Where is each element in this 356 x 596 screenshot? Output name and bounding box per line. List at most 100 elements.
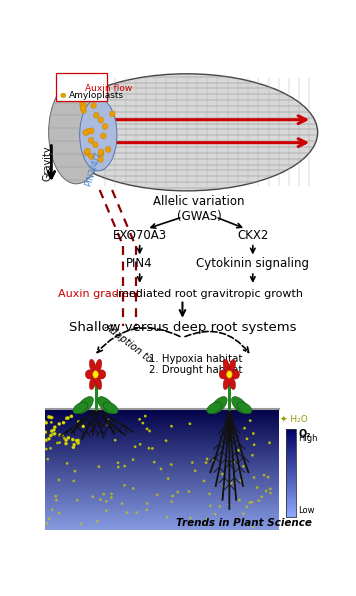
Bar [286,499,296,501]
Ellipse shape [47,437,51,440]
Ellipse shape [91,103,96,108]
Ellipse shape [74,470,77,473]
Ellipse shape [229,377,236,390]
Bar [44,431,279,433]
Ellipse shape [51,433,54,436]
Ellipse shape [52,429,56,432]
Bar [286,455,296,458]
Bar [44,501,279,504]
Ellipse shape [105,510,108,512]
Ellipse shape [260,495,263,498]
Bar [286,513,296,514]
Bar [44,487,279,489]
Ellipse shape [105,500,108,503]
Ellipse shape [206,517,209,520]
Bar [286,458,296,460]
Ellipse shape [94,112,99,118]
Ellipse shape [96,520,99,523]
Ellipse shape [89,128,94,134]
Ellipse shape [230,482,233,485]
Ellipse shape [167,477,169,480]
Bar [286,432,296,434]
Ellipse shape [98,149,104,155]
Bar [286,451,296,454]
Bar [44,438,279,440]
Bar [44,448,279,450]
Text: Adaption to: Adaption to [103,321,155,365]
Bar [44,462,279,465]
Ellipse shape [55,499,58,501]
Ellipse shape [89,153,94,159]
Ellipse shape [207,402,221,414]
Text: -mediated root gravitropic growth: -mediated root gravitropic growth [114,288,303,299]
Ellipse shape [56,442,59,445]
Ellipse shape [229,359,236,372]
Ellipse shape [72,446,75,449]
Ellipse shape [269,488,272,491]
Bar [286,480,296,482]
Bar [286,486,296,488]
Ellipse shape [98,156,103,162]
Ellipse shape [70,415,73,418]
Ellipse shape [237,449,240,452]
Bar [44,450,279,452]
Ellipse shape [77,396,93,414]
Bar [286,501,296,504]
Bar [286,467,296,468]
Ellipse shape [170,463,173,466]
Ellipse shape [132,458,135,461]
Ellipse shape [245,505,248,508]
Ellipse shape [221,473,224,476]
Bar [44,484,279,487]
Bar [44,519,279,521]
Ellipse shape [58,512,61,514]
Text: High: High [298,434,318,443]
Ellipse shape [148,430,151,432]
Bar [286,430,296,432]
Ellipse shape [65,417,68,420]
Ellipse shape [48,517,51,520]
Ellipse shape [63,437,66,440]
Bar [286,484,296,486]
Bar [286,473,296,475]
Ellipse shape [73,402,88,414]
Bar [44,482,279,484]
Ellipse shape [203,480,205,482]
Ellipse shape [253,476,255,479]
Ellipse shape [248,501,251,504]
Ellipse shape [95,359,102,372]
Text: Auxin flow: Auxin flow [85,83,132,92]
Ellipse shape [50,416,53,419]
Ellipse shape [249,419,252,422]
Ellipse shape [126,511,128,514]
Ellipse shape [46,522,48,525]
Ellipse shape [189,517,192,519]
Ellipse shape [50,421,53,424]
Ellipse shape [43,420,46,424]
Ellipse shape [98,370,106,379]
Bar [44,465,279,467]
Bar [286,438,296,440]
Ellipse shape [121,502,123,505]
Ellipse shape [251,454,254,457]
Ellipse shape [227,371,232,378]
Bar [286,491,296,493]
Ellipse shape [80,101,85,107]
Ellipse shape [123,465,126,467]
Bar [44,511,279,513]
Ellipse shape [146,427,148,430]
Ellipse shape [189,423,191,425]
Ellipse shape [166,516,168,519]
Ellipse shape [88,137,94,143]
Bar [286,497,296,499]
Ellipse shape [53,426,57,429]
Ellipse shape [176,491,179,493]
Ellipse shape [107,418,110,421]
Ellipse shape [71,438,74,441]
Bar [286,447,296,449]
Ellipse shape [114,439,116,442]
Ellipse shape [134,445,136,448]
Ellipse shape [72,480,75,482]
Ellipse shape [268,442,271,444]
Bar [44,460,279,462]
